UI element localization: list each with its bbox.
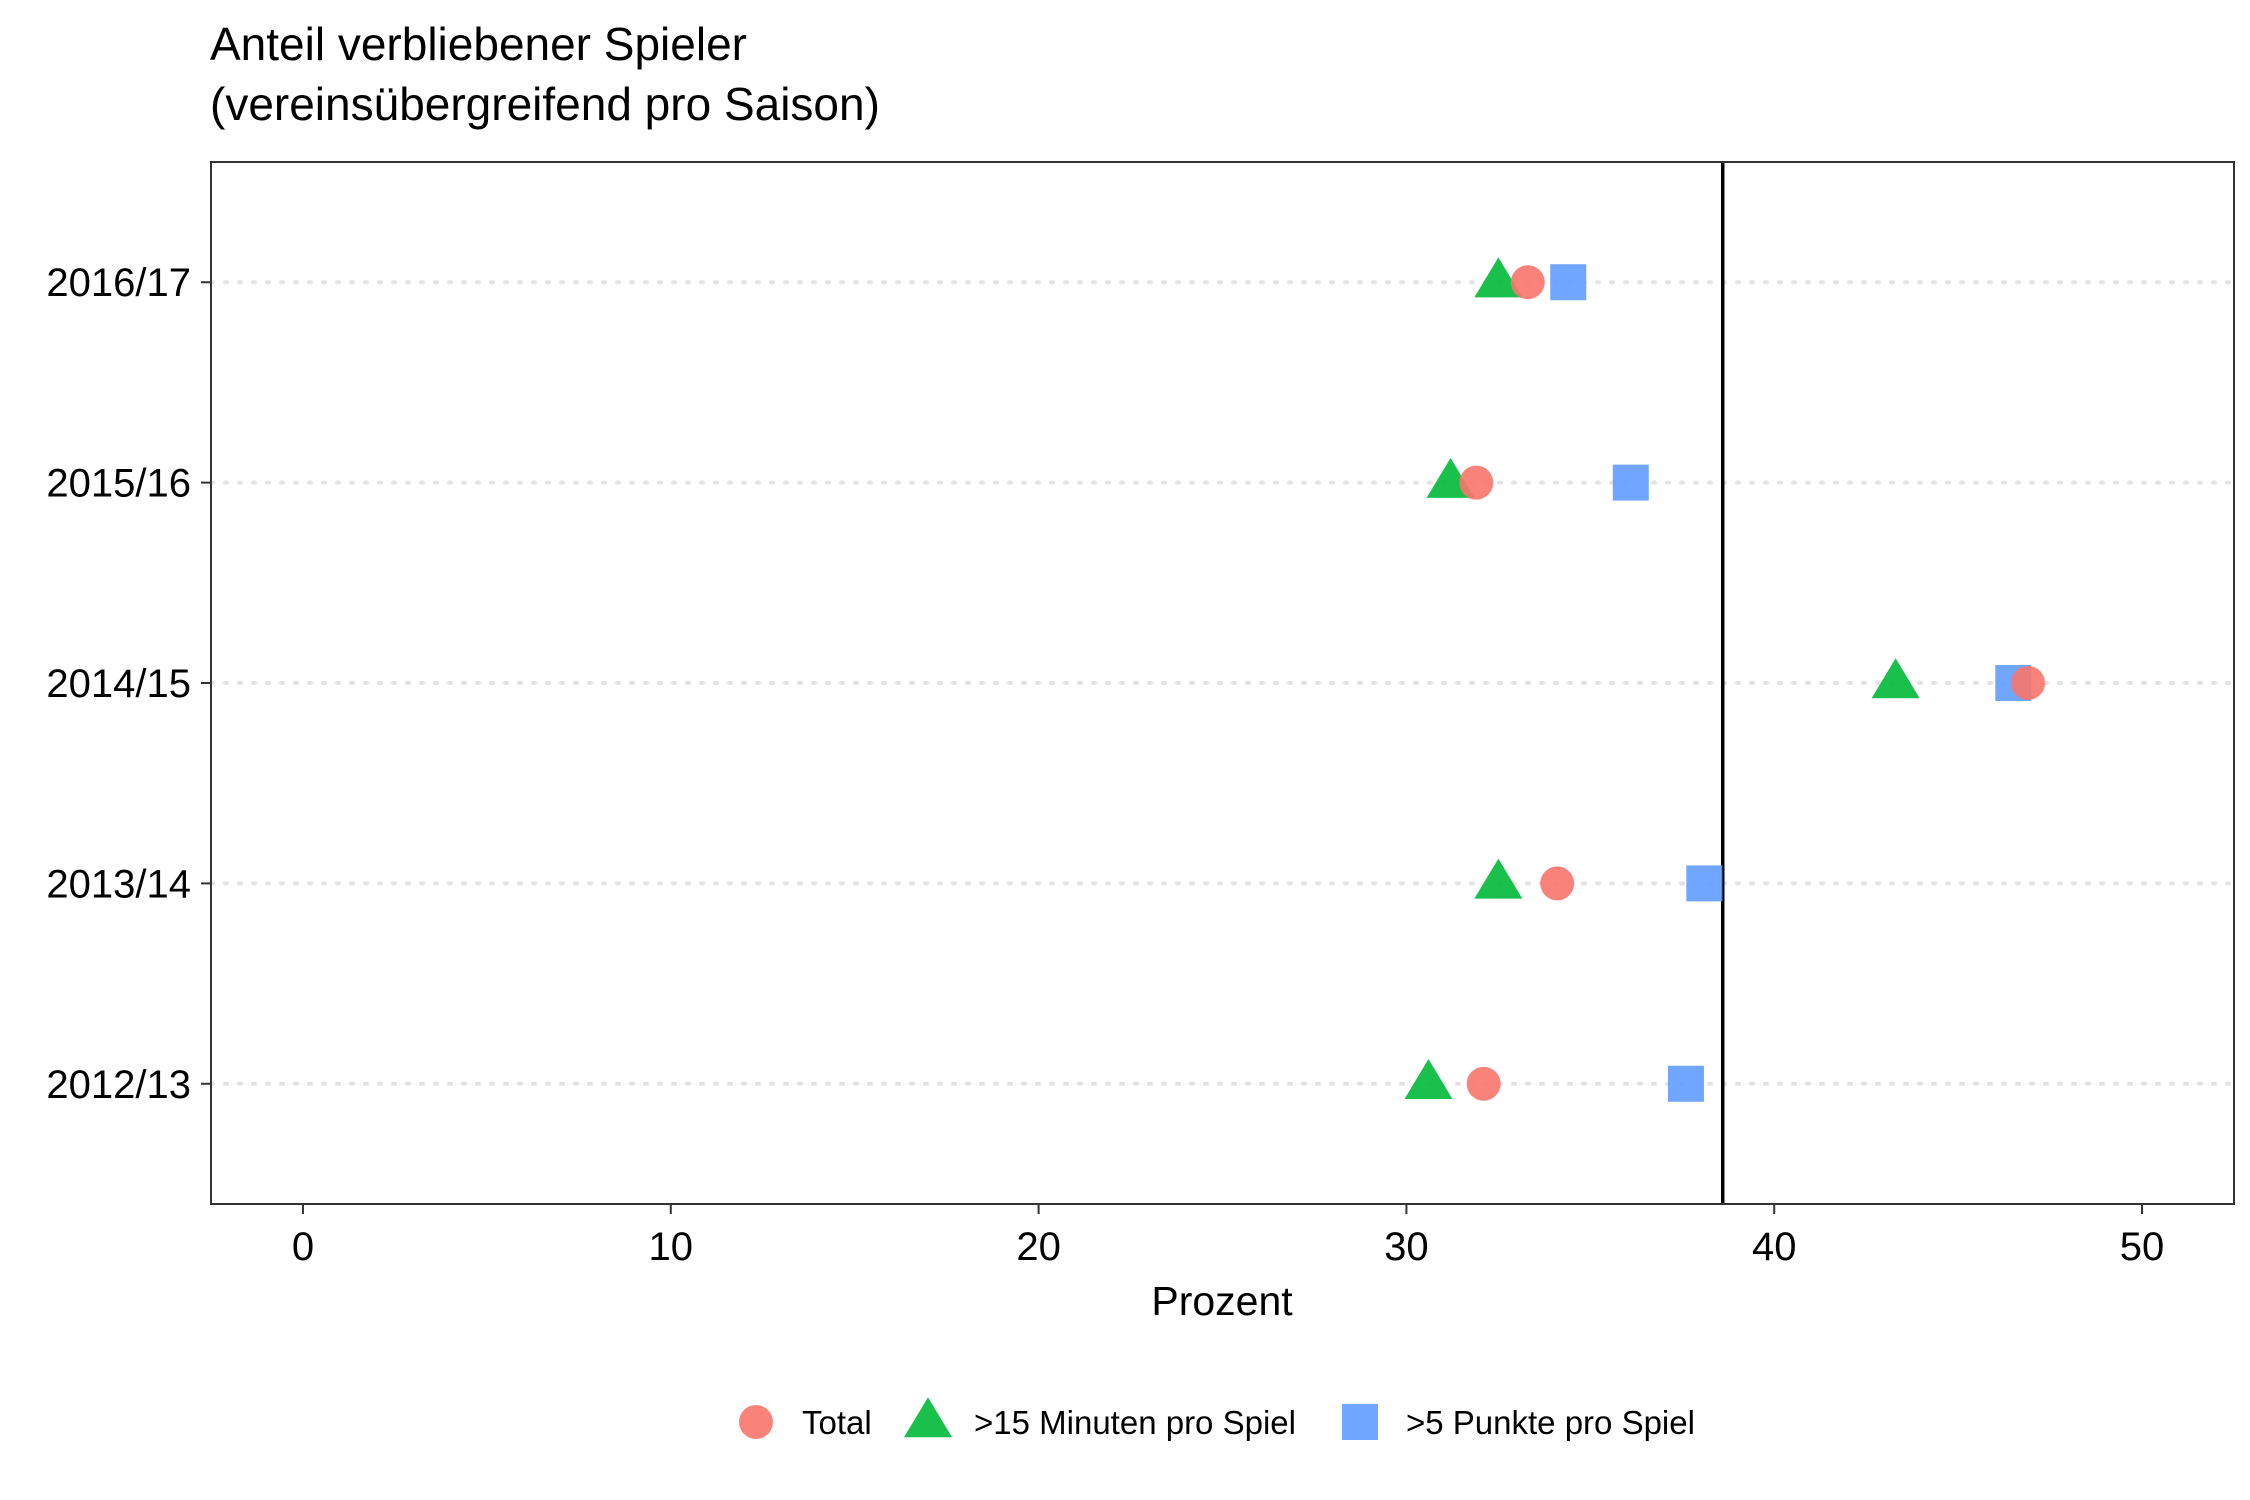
x-tick-label: 0 xyxy=(292,1225,314,1269)
point-circle-2014-15 xyxy=(2011,666,2046,700)
x-tick-label: 20 xyxy=(1016,1225,1061,1269)
legend-key-circle xyxy=(739,1405,773,1439)
legend-label: Total xyxy=(802,1404,872,1441)
x-tick-label: 30 xyxy=(1384,1225,1429,1269)
legend-label: >15 Minuten pro Spiel xyxy=(974,1404,1296,1441)
y-tick-label: 2014/15 xyxy=(46,662,191,706)
point-square-2012-13 xyxy=(1667,1065,1704,1102)
point-circle-2016-17 xyxy=(1510,265,1545,300)
point-triangle-2014-15 xyxy=(1871,658,1920,699)
chart-subtitle: (vereinsübergreifend pro Saison) xyxy=(210,78,880,130)
x-axis: 0 10 20 30 40 50 xyxy=(292,1204,2164,1269)
point-triangle-2013-14 xyxy=(1474,858,1523,899)
chart-title: Anteil verbliebener Spieler xyxy=(210,18,747,70)
x-axis-title: Prozent xyxy=(1151,1278,1293,1324)
point-circle-2013-14 xyxy=(1540,866,1575,901)
legend-label: >5 Punkte pro Spiel xyxy=(1406,1404,1695,1441)
x-tick-label: 50 xyxy=(2120,1225,2165,1269)
point-square-2013-14 xyxy=(1686,865,1723,902)
point-circle-2015-16 xyxy=(1459,465,1494,500)
y-tick-label: 2015/16 xyxy=(46,462,191,506)
x-tick-label: 40 xyxy=(1752,1225,1797,1269)
y-tick-label: 2012/13 xyxy=(46,1063,191,1107)
y-tick-label: 2013/14 xyxy=(46,862,191,906)
legend: Total >15 Minuten pro Spiel >5 Punkte pro … xyxy=(739,1397,1695,1441)
point-triangle-2012-13 xyxy=(1404,1058,1453,1099)
point-triangle-2016-17 xyxy=(1474,257,1523,298)
legend-key-square xyxy=(1342,1404,1378,1440)
point-square-2016-17 xyxy=(1550,264,1587,301)
data-points xyxy=(1404,257,2046,1102)
y-axis: 2012/13 2013/14 2014/15 2015/16 2016/17 xyxy=(46,261,211,1107)
point-circle-2012-13 xyxy=(1466,1066,1501,1101)
legend-key-triangle xyxy=(904,1397,952,1438)
point-square-2015-16 xyxy=(1612,464,1649,501)
y-tick-label: 2016/17 xyxy=(46,261,191,305)
x-tick-label: 10 xyxy=(649,1225,694,1269)
grid-lines xyxy=(209,280,2236,1086)
